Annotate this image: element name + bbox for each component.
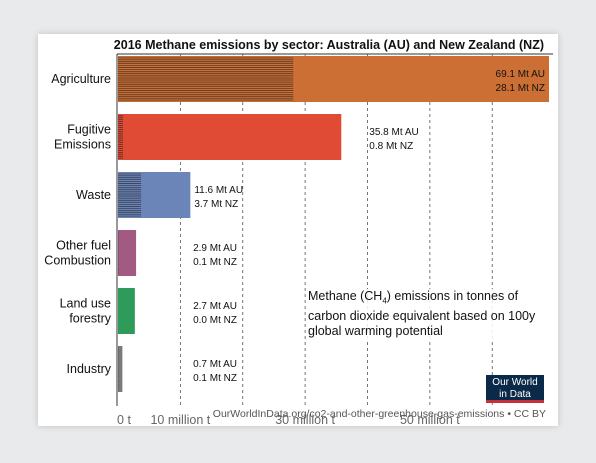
data-label-4-nz: 0.0 Mt NZ	[193, 315, 237, 326]
data-label-1-au: 35.8 Mt AU	[369, 127, 418, 138]
data-label-3-au: 2.9 Mt AU	[193, 243, 237, 254]
x-tick-label-30: 30 million t	[275, 413, 335, 426]
data-label-2-au: 11.6 Mt AU	[194, 185, 243, 196]
x-tick-label-0: 0 t	[117, 413, 131, 426]
data-label-3-nz: 0.1 Mt NZ	[193, 257, 237, 268]
category-label-1-1: Emissions	[54, 138, 111, 152]
data-label-5-au: 0.7 Mt AU	[193, 359, 237, 370]
category-label-2: Waste	[76, 188, 111, 202]
x-tick-label-50: 50 million t	[400, 413, 460, 426]
bar-au-1	[118, 114, 342, 160]
data-label-0-au: 69.1 Mt AU	[496, 69, 545, 80]
our-world-in-data-logo[interactable]: Our World in Data	[486, 375, 544, 403]
data-label-0-nz: 28.1 Mt NZ	[496, 83, 545, 94]
category-label-3-0: Other fuel	[56, 239, 111, 253]
data-label-5-nz: 0.1 Mt NZ	[193, 373, 237, 384]
category-label-5: Industry	[67, 362, 112, 376]
note-text-after: ) emissions in tonnes of carbon dioxide …	[308, 289, 536, 338]
chart-title: 2016 Methane emissions by sector: Austra…	[113, 38, 544, 52]
chart-card: Agriculture 69.1 Mt AU 28.1 Mt NZ Fugitive E…	[38, 34, 558, 426]
category-label-4-0: Land use	[60, 297, 111, 311]
logo-line-1: Our World	[492, 377, 538, 388]
note-subscript: 4	[382, 296, 387, 306]
category-label-0: Agriculture	[51, 72, 111, 86]
note-text-before: Methane (CH	[308, 289, 383, 303]
category-label-3-1: Combustion	[44, 254, 111, 268]
data-label-4-au: 2.7 Mt AU	[193, 301, 237, 312]
chart-note: Methane (CH4) emissions in tonnes of car…	[308, 289, 544, 339]
category-label-1-0: Fugitive	[67, 123, 111, 137]
bar-chart: Agriculture 69.1 Mt AU 28.1 Mt NZ FugitiveE…	[44, 53, 553, 426]
logo-line-2: in Data	[499, 389, 531, 400]
source-link[interactable]: OurWorldInData.org/co2-and-other-greenho…	[212, 408, 546, 420]
bar-au-4	[118, 288, 135, 334]
x-tick-label-10: 10 million t	[150, 413, 210, 426]
data-label-1-nz: 0.8 Mt NZ	[369, 141, 413, 152]
category-label-4-1: forestry	[69, 312, 111, 326]
bar-au-3	[118, 230, 137, 276]
data-label-2-nz: 3.7 Mt NZ	[194, 199, 238, 210]
bar-au-5	[118, 346, 123, 392]
